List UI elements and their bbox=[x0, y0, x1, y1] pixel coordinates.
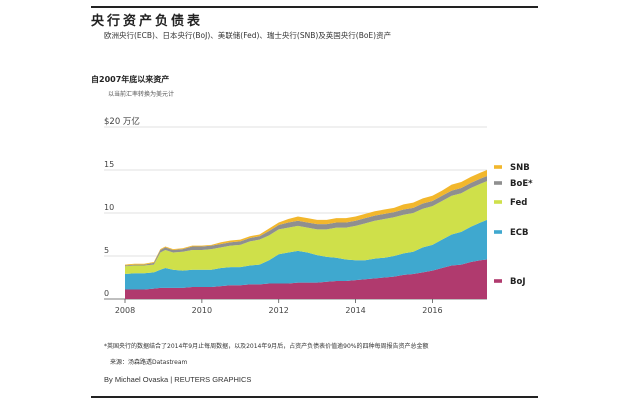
top-rule bbox=[91, 6, 538, 8]
area-ecb bbox=[125, 219, 487, 290]
page-subtitle: 欧洲央行(ECB)、日本央行(BoJ)、美联储(Fed)、瑞士央行(SNB)及英… bbox=[104, 31, 392, 40]
y-tick-label: 15 bbox=[104, 160, 114, 169]
chart-title: 自2007年底以来资产 bbox=[91, 75, 170, 84]
area-fed bbox=[125, 181, 487, 275]
legend-swatch-ecb bbox=[494, 230, 502, 234]
x-tick-label: 2014 bbox=[345, 306, 365, 315]
x-tick-label: 2012 bbox=[269, 306, 289, 315]
y-tick-label: $20 万亿 bbox=[104, 116, 140, 127]
legend-label-snb: SNB bbox=[510, 163, 530, 173]
legend-label-boj: BoJ bbox=[510, 277, 525, 287]
y-tick-label: 0 bbox=[104, 289, 109, 298]
x-tick-label: 2010 bbox=[192, 306, 212, 315]
footnote: *英国央行的数据结合了2014年9月止每周数据，以及2014年9月后，占资产负债… bbox=[104, 343, 429, 350]
y-tick-label: 10 bbox=[104, 203, 114, 212]
legend-swatch-boj bbox=[494, 279, 502, 283]
legend-swatch-boe bbox=[494, 181, 502, 185]
x-tick-label: 2016 bbox=[422, 306, 442, 315]
legend-swatch-snb bbox=[494, 165, 502, 169]
source-note: 来源：汤森路透Datastream bbox=[110, 359, 188, 366]
page-title: 央行资产负债表 bbox=[91, 14, 204, 29]
bottom-rule bbox=[91, 396, 538, 398]
legend-label-ecb: ECB bbox=[510, 228, 529, 238]
legend-label-fed: Fed bbox=[510, 198, 527, 208]
byline: By Michael Ovaska | REUTERS GRAPHICS bbox=[104, 375, 252, 384]
x-tick-label: 2008 bbox=[115, 306, 135, 315]
y-tick-label: 5 bbox=[104, 246, 109, 255]
area-boj bbox=[125, 259, 487, 299]
legend-swatch-fed bbox=[494, 200, 502, 204]
chart-subtitle: 以当前汇率转换为美元计 bbox=[108, 91, 175, 98]
legend-label-boe: BoE* bbox=[510, 179, 533, 189]
